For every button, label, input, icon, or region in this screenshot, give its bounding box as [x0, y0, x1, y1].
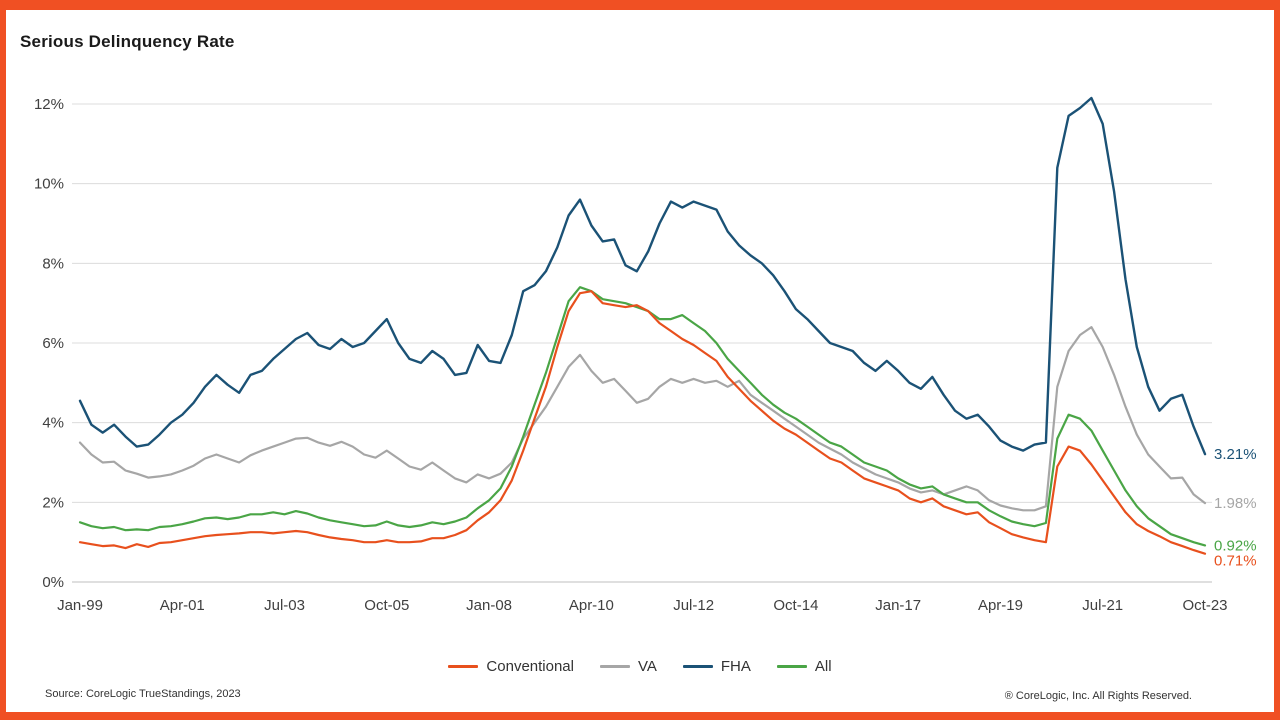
x-axis-label: Apr-10: [569, 597, 614, 614]
legend-label: VA: [637, 658, 657, 675]
legend-item-conventional: Conventional: [448, 658, 574, 675]
legend-swatch-va: [599, 665, 630, 668]
x-axis-label: Jan-17: [875, 597, 921, 614]
legend-item-all: All: [776, 658, 832, 675]
end-label-conventional: 0.71%: [1214, 552, 1257, 569]
y-axis-label: 12%: [34, 96, 64, 113]
series-line-conventional: [78, 290, 1207, 555]
x-axis-label: Oct-14: [773, 597, 818, 614]
source-note: Source: CoreLogic TrueStandings, 2023: [45, 688, 241, 700]
legend-swatch-fha: [682, 665, 713, 668]
legend-item-va: VA: [599, 658, 657, 675]
y-axis-label: 4%: [42, 415, 64, 432]
x-axis-label: Jul-21: [1082, 597, 1123, 614]
legend-label: Conventional: [486, 658, 574, 675]
x-axis-label: Jul-03: [264, 597, 305, 614]
y-axis-label: 2%: [42, 494, 64, 511]
delinquency-chart: 0% 2% 4% 6% 8% 10% 12% Jan-99 Apr-01 Jul-03 Oct-05…: [34, 96, 1257, 614]
end-label-va: 1.98%: [1214, 495, 1257, 512]
end-label-all: 0.92%: [1214, 537, 1257, 554]
chart-title: Serious Delinquency Rate: [20, 32, 235, 51]
copyright-note: ® CoreLogic, Inc. All Rights Reserved.: [1004, 690, 1192, 702]
y-axis-label: 6%: [42, 335, 64, 352]
y-axis-label: 0%: [42, 574, 64, 591]
legend-swatch-all: [776, 665, 807, 668]
legend-label: All: [814, 658, 832, 675]
series-line-all: [78, 286, 1207, 547]
x-axis-label: Jan-08: [466, 597, 512, 614]
x-axis-label: Apr-19: [978, 597, 1023, 614]
series-line-fha: [78, 96, 1207, 456]
x-axis-label: Jul-12: [673, 597, 714, 614]
x-axis-label: Jan-99: [57, 597, 103, 614]
legend-swatch-conventional: [448, 665, 479, 668]
x-axis-label: Oct-05: [364, 597, 409, 614]
y-axis-label: 8%: [42, 255, 64, 272]
legend-item-fha: FHA: [682, 658, 751, 675]
chart-legend: Conventional VA FHA All: [6, 658, 1274, 675]
x-axis-label: Apr-01: [160, 597, 205, 614]
legend-label: FHA: [720, 658, 751, 675]
y-axis-label: 10%: [34, 176, 64, 193]
end-label-fha: 3.21%: [1214, 446, 1257, 463]
x-axis-label: Oct-23: [1182, 597, 1227, 614]
series-line-va: [78, 326, 1207, 512]
